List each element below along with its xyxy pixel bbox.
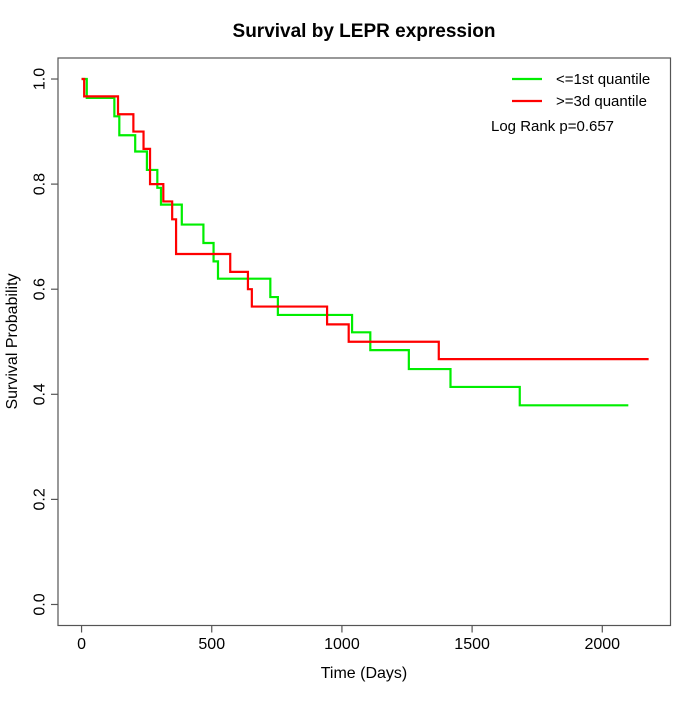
y-tick-label: 0.6	[32, 278, 49, 300]
axes-layer: 0 500 1000 1500 2000 0.0 0.2 0.4 0.6 0.8 1.0	[32, 57, 672, 653]
y-axis-label: Survival Probability	[4, 273, 21, 409]
x-axis-label: Time (Days)	[321, 665, 408, 682]
y-tick-label: 0.4	[32, 383, 49, 405]
x-tick-label: 2000	[584, 636, 620, 653]
logrank-annotation: Log Rank p=0.657	[491, 118, 614, 135]
legend-label-third-quantile: >=3d quantile	[556, 93, 647, 110]
y-tick-label: 0.2	[32, 488, 49, 510]
km-curve-first-quantile	[81, 77, 629, 407]
x-tick-label: 1500	[454, 636, 490, 653]
x-tick-label: 0	[77, 636, 86, 653]
km-curve-third-quantile	[81, 77, 649, 361]
x-tick-label: 500	[198, 636, 225, 653]
x-tick-label: 1000	[324, 636, 360, 653]
y-tick-label: 1.0	[32, 68, 49, 90]
y-tick-label: 0.0	[32, 593, 49, 615]
chart-title: Survival by LEPR expression	[233, 21, 496, 42]
plot-box	[57, 57, 672, 627]
y-tick-label: 0.8	[32, 173, 49, 195]
legend-label-first-quantile: <=1st quantile	[556, 71, 650, 88]
km-curves-layer	[81, 77, 649, 407]
legend: <=1st quantile >=3d quantile Log Rank p=…	[491, 71, 650, 135]
